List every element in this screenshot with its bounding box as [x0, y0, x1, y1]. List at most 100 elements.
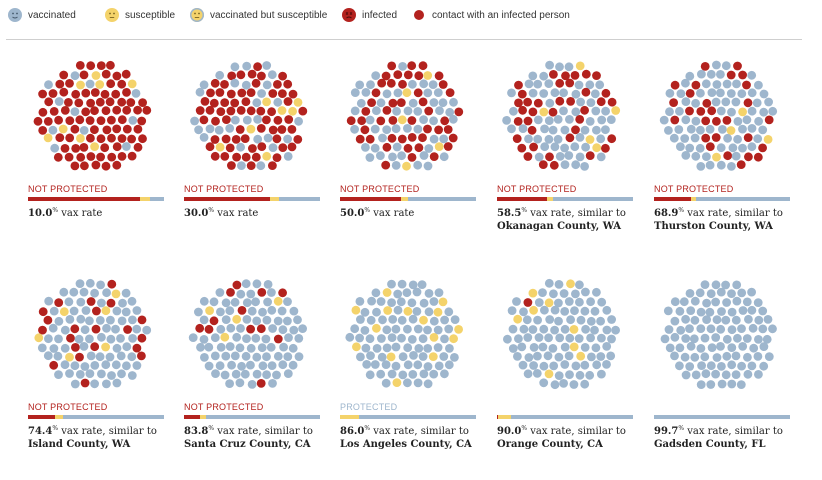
- vaccinated-dot: [44, 80, 53, 89]
- vaccinated-dot: [242, 279, 251, 288]
- vaccinated-dot: [716, 342, 725, 351]
- infected-dot: [233, 281, 242, 290]
- vaccinated-dot: [429, 116, 438, 125]
- vaccinated-dot: [555, 371, 564, 380]
- vaccinated-dot: [592, 288, 601, 297]
- vaccinated-dot: [435, 288, 444, 297]
- vaccinated-dot: [44, 334, 53, 343]
- infected-dot: [733, 62, 742, 71]
- vaccinated-dot: [221, 371, 230, 380]
- infected-dot: [262, 116, 271, 125]
- infected-dot: [44, 117, 53, 126]
- vaccinated-dot: [758, 126, 767, 135]
- vaccinated-dot: [601, 107, 610, 116]
- population-circle: [28, 52, 158, 182]
- susceptible-dot: [262, 152, 271, 161]
- vaccinated-dot: [743, 334, 752, 343]
- infected-dot: [439, 80, 448, 89]
- infected-dot: [113, 72, 122, 81]
- vaccinated-dot: [404, 360, 413, 369]
- infected-dot: [241, 134, 250, 143]
- infected-dot: [49, 89, 58, 98]
- infected-dot: [434, 126, 443, 135]
- infected-dot: [100, 143, 109, 152]
- vaccinated-dot: [225, 124, 234, 133]
- protection-status: PROTECTED: [340, 402, 397, 414]
- vaccinated-dot: [38, 344, 47, 353]
- vaccinated-dot: [722, 298, 731, 307]
- vaccinated-dot: [371, 71, 380, 80]
- vaccinated-dot: [711, 298, 720, 307]
- vaccinated-dot: [571, 160, 580, 169]
- vaccinated-dot: [420, 299, 429, 308]
- infected-dot: [514, 117, 523, 126]
- vaccinated-dot: [388, 370, 397, 379]
- infected-dot: [284, 115, 293, 124]
- infected-dot: [404, 71, 413, 80]
- vaccinated-dot: [382, 379, 391, 388]
- bar-segment-vaccinated: [206, 415, 320, 419]
- vaccinated-dot: [414, 344, 423, 353]
- vaccinated-dot: [55, 97, 64, 106]
- vax-rate-number: 86.0: [340, 426, 364, 437]
- susceptible-dot: [128, 80, 137, 89]
- susceptible-dot: [90, 142, 99, 151]
- infected-dot: [529, 143, 538, 152]
- vaccinated-dot: [581, 325, 590, 334]
- vaccinated-dot: [222, 315, 231, 324]
- vaccinated-dot: [520, 325, 529, 334]
- infected-dot: [118, 152, 127, 161]
- vax-rate-suffix: vax rate: [58, 208, 102, 219]
- infected-dot: [566, 97, 575, 106]
- composition-bar: [184, 197, 320, 201]
- susceptible-dot: [403, 88, 412, 97]
- vaccinated-dot: [425, 289, 434, 298]
- vaccinated-dot: [434, 326, 443, 335]
- infected-dot: [247, 161, 256, 170]
- vaccinated-dot: [189, 333, 198, 342]
- panel-caption: 30.0% vax rate: [184, 204, 344, 220]
- infected-dot: [206, 106, 215, 115]
- infected-dot: [273, 153, 282, 162]
- vaccinated-dot: [263, 81, 272, 90]
- infected-dot: [424, 107, 433, 116]
- infected-dot: [256, 107, 265, 116]
- susceptible-dot: [76, 134, 85, 143]
- infected-dot: [123, 325, 132, 334]
- vaccinated-dot: [66, 315, 75, 324]
- vaccinated-dot: [561, 343, 570, 352]
- vaccinated-dot: [549, 362, 558, 371]
- infected-dot: [397, 98, 406, 107]
- vaccinated-dot: [101, 360, 110, 369]
- vaccinated-dot: [236, 324, 245, 333]
- vaccinated-dot: [508, 306, 517, 315]
- infected-dot: [248, 144, 257, 153]
- infected-dot: [393, 70, 402, 79]
- infected-dot: [112, 106, 121, 115]
- vaccinated-dot: [727, 360, 736, 369]
- infected-dot: [408, 153, 417, 162]
- vaccinated-dot: [54, 335, 63, 344]
- vaccinated-dot: [289, 326, 298, 335]
- location-name: Gadsden County, FL: [654, 438, 814, 451]
- vaccinated-dot: [122, 361, 131, 370]
- vaccinated-dot: [274, 317, 283, 326]
- vaccinated-dot: [356, 353, 365, 362]
- infected-dot: [237, 106, 246, 115]
- vaccinated-dot: [242, 334, 251, 343]
- infected-dot: [107, 134, 116, 143]
- susceptible-dot: [262, 98, 271, 107]
- vaccinated-dot: [712, 280, 721, 289]
- vaccinated-dot: [702, 315, 711, 324]
- vaccinated-dot: [128, 297, 137, 306]
- vaccinated-dot: [551, 88, 560, 97]
- infected-dot: [361, 125, 370, 134]
- vaccinated-dot: [387, 298, 396, 307]
- vaccinated-dot: [423, 89, 432, 98]
- vaccinated-dot: [283, 317, 292, 326]
- vaccinated-dot: [727, 162, 736, 171]
- infected-dot: [206, 89, 215, 98]
